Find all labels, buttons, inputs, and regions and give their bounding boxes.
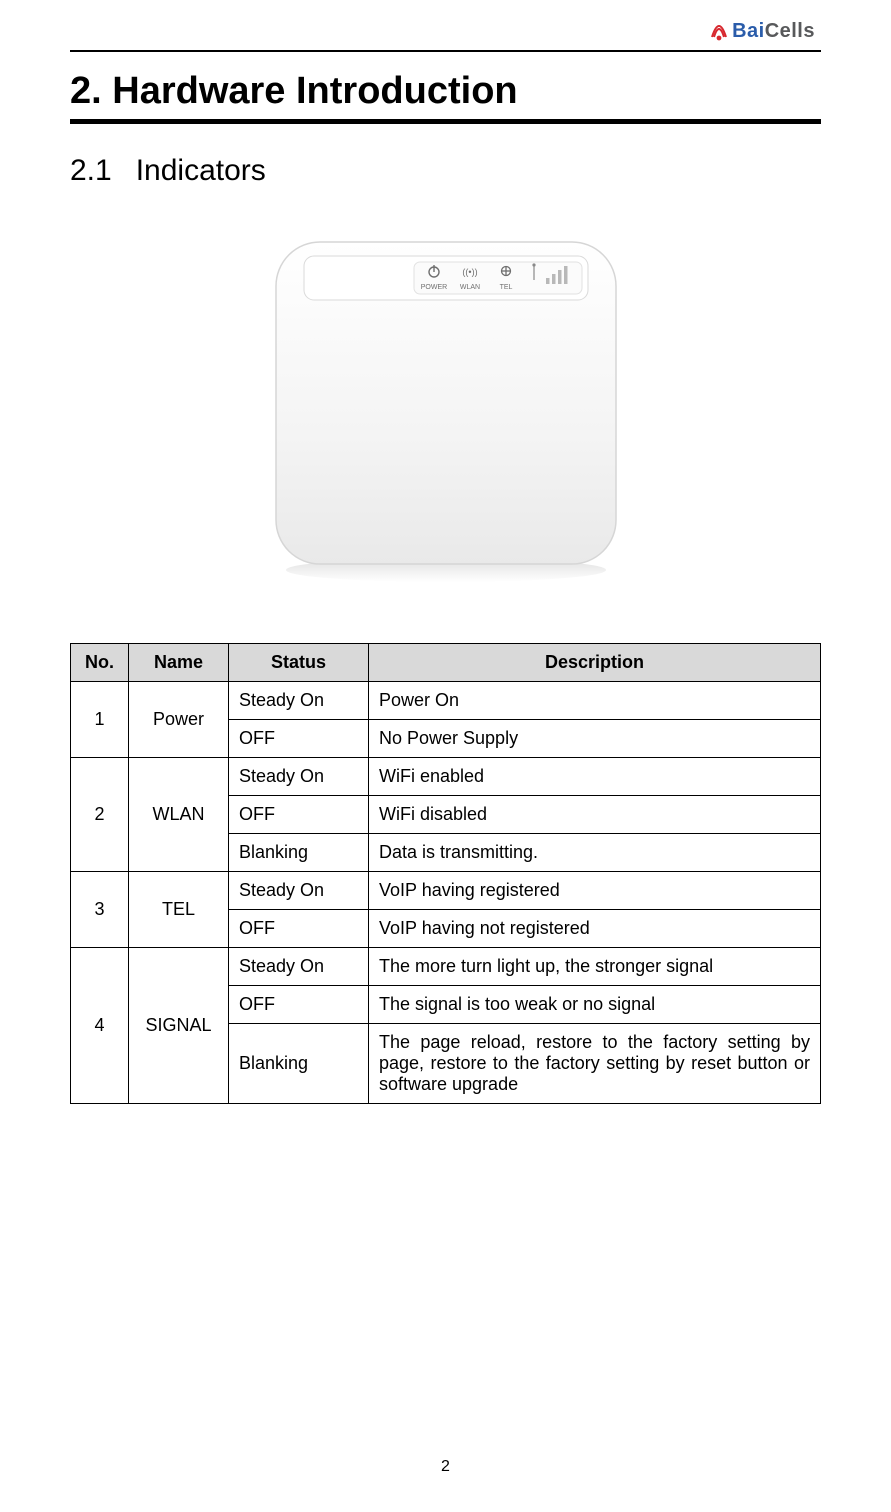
section-heading: 2.1 Indicators <box>70 154 821 188</box>
cell-no: 4 <box>71 948 129 1104</box>
table-row: 3TELSteady OnVoIP having registered <box>71 872 821 910</box>
cell-status: OFF <box>229 796 369 834</box>
col-name: Name <box>129 644 229 682</box>
table-row: 1PowerSteady OnPower On <box>71 682 821 720</box>
section-number: 2.1 <box>70 154 112 188</box>
indicators-table: No. Name Status Description 1PowerSteady… <box>70 643 821 1104</box>
cell-status: OFF <box>229 720 369 758</box>
cell-no: 3 <box>71 872 129 948</box>
device-label-power: POWER <box>420 284 446 291</box>
cell-name: TEL <box>129 872 229 948</box>
col-status: Status <box>229 644 369 682</box>
cell-status: Steady On <box>229 682 369 720</box>
brand-text-part2: Cells <box>765 20 815 42</box>
cell-status: OFF <box>229 986 369 1024</box>
device-label-tel: TEL <box>499 284 512 291</box>
chapter-heading: 2. Hardware Introduction <box>70 70 821 113</box>
header-rule <box>70 50 821 52</box>
cell-name: Power <box>129 682 229 758</box>
cell-description: The more turn light up, the stronger sig… <box>369 948 821 986</box>
cell-description: The signal is too weak or no signal <box>369 986 821 1024</box>
cell-description: VoIP having not registered <box>369 910 821 948</box>
col-no: No. <box>71 644 129 682</box>
cell-description: Data is transmitting. <box>369 834 821 872</box>
device-illustration: POWER ((•)) WLAN TEL <box>70 228 821 593</box>
table-header-row: No. Name Status Description <box>71 644 821 682</box>
cell-status: Blanking <box>229 834 369 872</box>
cell-description: WiFi enabled <box>369 758 821 796</box>
section-title: Indicators <box>136 154 266 187</box>
chapter-rule <box>70 119 821 124</box>
device-label-wlan: WLAN <box>459 284 479 291</box>
table-row: 2WLANSteady OnWiFi enabled <box>71 758 821 796</box>
page-number: 2 <box>0 1458 891 1476</box>
wlan-icon: ((•)) <box>462 267 477 277</box>
cell-status: OFF <box>229 910 369 948</box>
cell-status: Blanking <box>229 1024 369 1104</box>
brand-text-part1: Bai <box>732 20 765 42</box>
brand-text: BaiCells <box>732 20 815 43</box>
cell-description: Power On <box>369 682 821 720</box>
cell-description: No Power Supply <box>369 720 821 758</box>
brand-logo: BaiCells <box>70 20 821 48</box>
cell-description: The page reload, restore to the factory … <box>369 1024 821 1104</box>
cell-no: 2 <box>71 758 129 872</box>
cell-status: Steady On <box>229 872 369 910</box>
col-description: Description <box>369 644 821 682</box>
antenna-icon <box>708 21 730 43</box>
cell-status: Steady On <box>229 948 369 986</box>
table-row: 4SIGNALSteady OnThe more turn light up, … <box>71 948 821 986</box>
device-svg: POWER ((•)) WLAN TEL <box>256 228 636 588</box>
cell-name: WLAN <box>129 758 229 872</box>
cell-description: WiFi disabled <box>369 796 821 834</box>
cell-description: VoIP having registered <box>369 872 821 910</box>
cell-no: 1 <box>71 682 129 758</box>
cell-name: SIGNAL <box>129 948 229 1104</box>
cell-status: Steady On <box>229 758 369 796</box>
